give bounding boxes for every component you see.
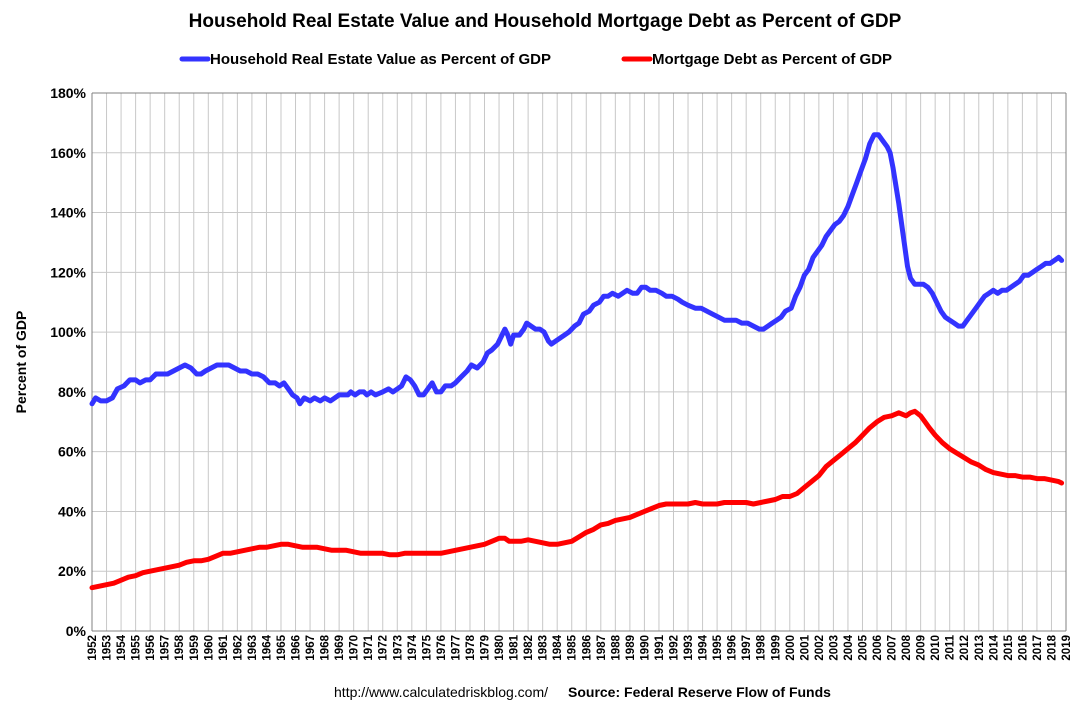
x-tick-label: 1953 [102,635,114,661]
x-tick-label: 2012 [959,635,971,661]
legend: Household Real Estate Value as Percent o… [179,51,892,68]
x-tick-label: 1966 [291,635,303,661]
x-tick-label: 1993 [683,635,695,661]
x-tick-label: 1958 [174,634,186,660]
x-tick-label: 1959 [189,635,201,661]
y-tick-label: 160% [50,145,86,161]
x-tick-label: 1988 [610,634,622,660]
x-tick-label: 2006 [872,635,884,661]
x-tick-label: 2009 [916,635,928,661]
x-tick-label: 1968 [320,634,332,660]
x-tick-label: 1975 [421,634,433,660]
x-tick-label: 1983 [538,635,550,661]
x-tick-label: 1961 [218,634,230,660]
series-line-mortgage [89,408,1065,591]
x-tick-label: 1995 [712,634,724,660]
x-tick-label: 1991 [654,634,666,660]
x-tick-label: 1965 [276,634,288,660]
x-tick-label: 1970 [349,635,361,661]
y-tick-label: 180% [50,85,86,101]
x-tick-label: 1972 [378,635,390,661]
chart-title: Household Real Estate Value and Househol… [189,11,902,32]
legend-label-mortgage: Mortgage Debt as Percent of GDP [652,51,892,68]
x-tick-label: 1982 [523,635,535,661]
y-axis-ticks: 0% 20% 40% 60% 80% 100% 120% 140% 160% 180% [50,85,86,639]
x-tick-label: 1963 [247,635,259,661]
x-tick-label: 2013 [974,635,986,661]
x-tick-label: 1986 [581,635,593,661]
y-tick-label: 80% [58,384,87,400]
x-tick-label: 2018 [1046,634,1058,660]
x-tick-label: 1957 [160,635,172,661]
x-tick-label: 1997 [741,635,753,661]
x-tick-label: 2015 [1003,634,1015,660]
y-tick-label: 40% [58,503,87,519]
x-tick-label: 1971 [363,634,375,660]
x-tick-label: 1979 [480,635,492,661]
x-tick-label: 1956 [145,635,157,661]
x-tick-label: 1990 [639,635,651,661]
x-tick-label: 1994 [698,634,710,660]
series [89,132,1065,591]
footer-source: Source: Federal Reserve Flow of Funds [568,684,831,700]
x-tick-label: 2008 [901,634,913,660]
x-tick-label: 1954 [116,634,128,660]
x-tick-label: 1996 [727,635,739,661]
x-tick-label: 2010 [930,635,942,661]
x-tick-label: 1999 [770,635,782,661]
x-tick-label: 2004 [843,634,855,660]
x-tick-label: 2000 [785,635,797,661]
x-tick-label: 1964 [261,634,273,660]
x-tick-label: 2007 [887,635,899,661]
x-tick-label: 1989 [625,635,637,661]
y-tick-label: 100% [50,324,86,340]
x-tick-label: 1992 [668,635,680,661]
y-tick-label: 20% [58,563,87,579]
x-tick-label: 2019 [1061,635,1073,661]
x-tick-label: 2017 [1032,635,1044,661]
x-tick-label: 2014 [988,634,1000,660]
x-tick-label: 1960 [203,635,215,661]
y-tick-label: 140% [50,205,86,221]
x-tick-label: 2011 [945,634,957,660]
x-tick-label: 1998 [756,634,768,660]
x-tick-label: 1984 [552,634,564,660]
x-tick-label: 1977 [450,635,462,661]
x-tick-label: 1962 [232,635,244,661]
x-tick-label: 1973 [392,635,404,661]
y-axis-label: Percent of GDP [13,311,29,414]
x-tick-label: 1976 [436,635,448,661]
x-tick-label: 2005 [857,634,869,660]
x-tick-label: 1969 [334,635,346,661]
x-tick-label: 2002 [814,635,826,661]
series-line-real-estate [89,132,1065,407]
x-tick-label: 2003 [828,635,840,661]
x-tick-label: 1967 [305,635,317,661]
x-tick-label: 1978 [465,634,477,660]
legend-label-real-estate: Household Real Estate Value as Percent o… [210,51,551,68]
x-tick-label: 1981 [509,634,521,660]
x-tick-label: 1955 [131,634,143,660]
x-tick-label: 2001 [799,634,811,660]
x-tick-label: 1987 [596,635,608,661]
y-tick-label: 120% [50,264,86,280]
x-tick-label: 1980 [494,635,506,661]
x-tick-label: 2016 [1017,635,1029,661]
y-tick-label: 0% [66,623,87,639]
y-tick-label: 60% [58,444,87,460]
x-tick-label: 1952 [87,635,99,661]
x-tick-label: 1974 [407,634,419,660]
x-tick-label: 1985 [567,634,579,660]
grid [91,92,1067,632]
footer-url: http://www.calculatedriskblog.com/ [334,684,548,700]
x-axis-ticks: 1952 1953 1954 1955 1956 1957 1958 1959 1960 1961… [87,634,1073,660]
